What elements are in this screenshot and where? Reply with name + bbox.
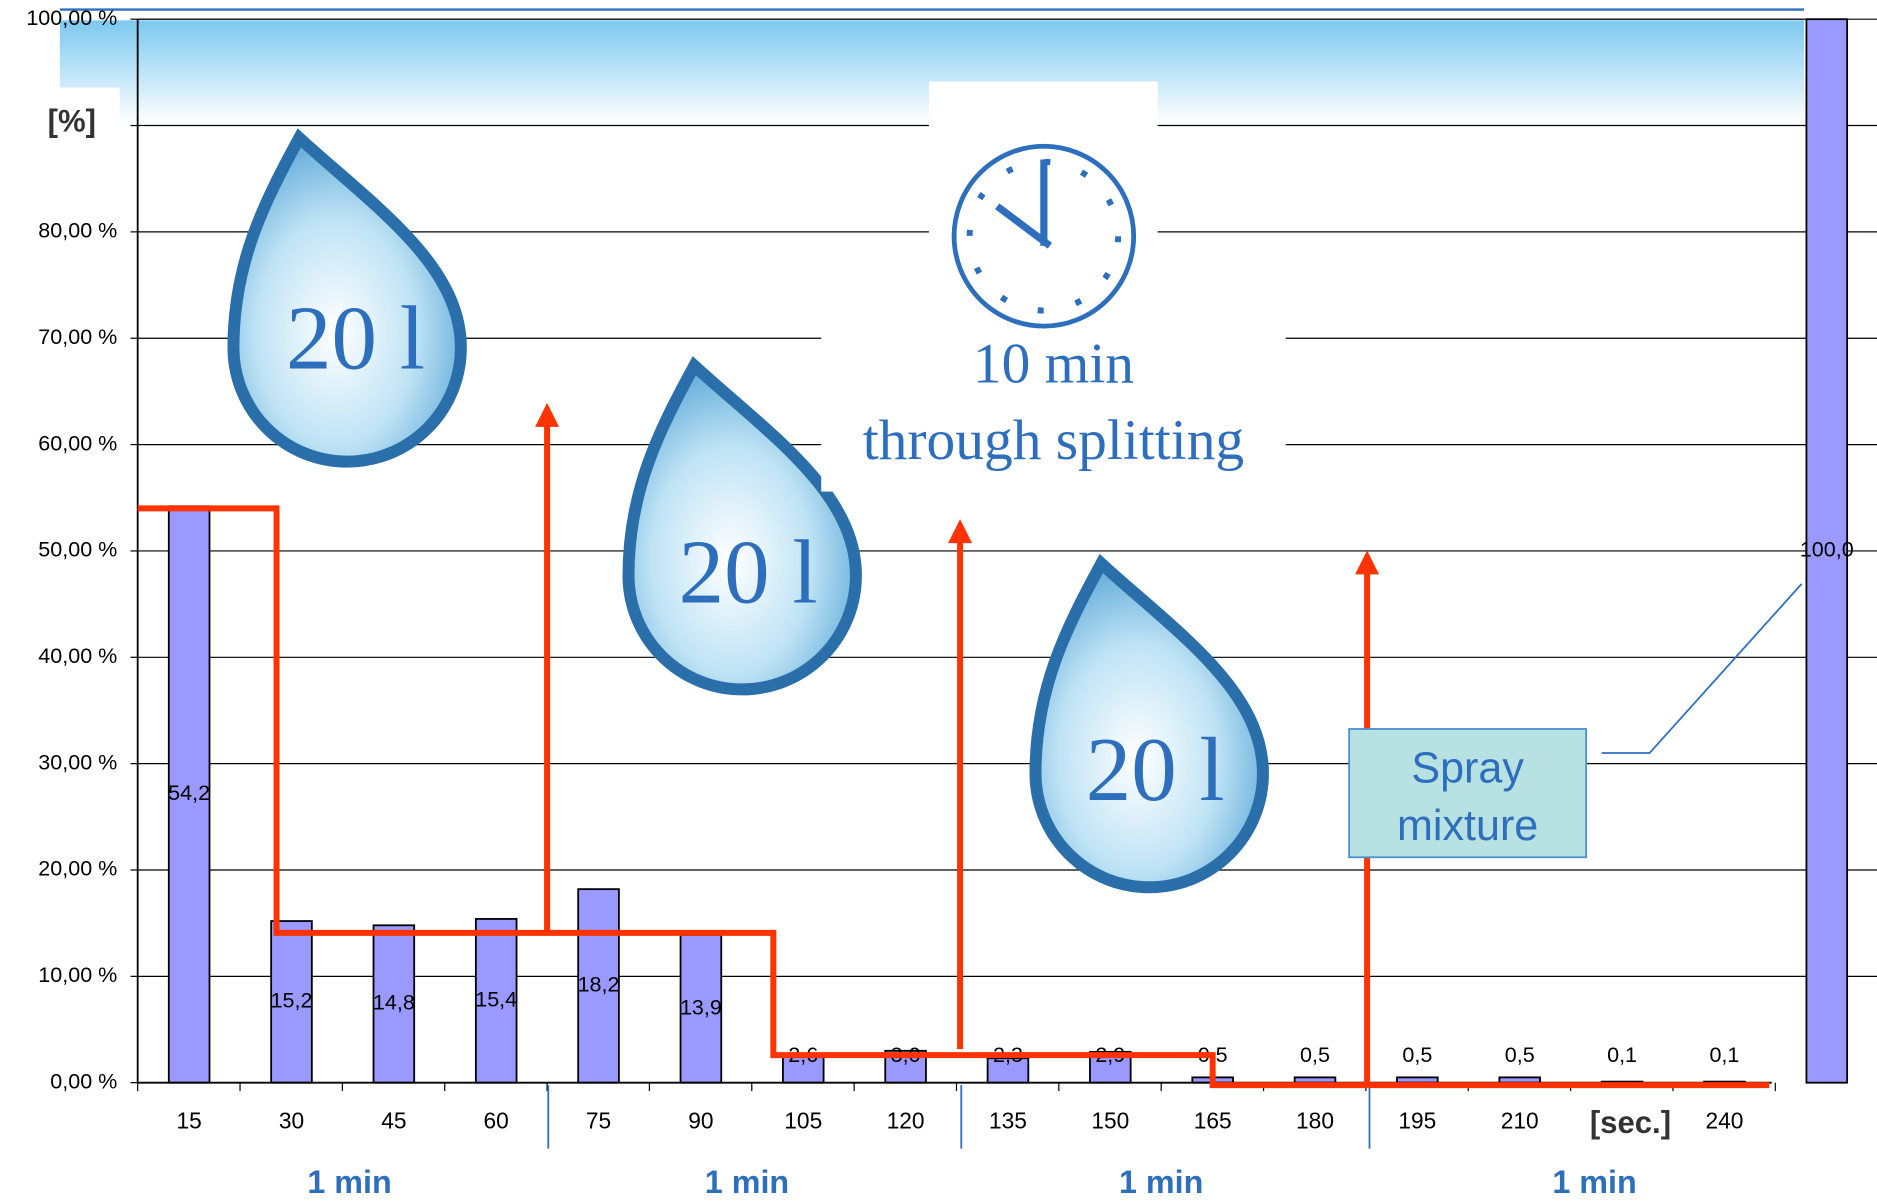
minute-label: 1 min [1119,1164,1203,1199]
value-label: 0,1 [1607,1042,1637,1067]
y-tick-label: 100,00 % [26,5,117,30]
drop-label: 20 l [286,288,425,389]
x-tick-label: 165 [1194,1107,1232,1133]
x-tick-label: 180 [1296,1107,1334,1133]
y-axis-label: [%] [48,104,96,139]
value-label: 0,1 [1709,1042,1739,1067]
value-label: 13,9 [680,994,722,1019]
chart: 0,00 % 10,00 % 20,00 % 30,00 % 40,00 % 50,00 … [0,0,1877,1199]
drop-label: 20 l [679,521,818,622]
y-tick-label: 70,00 % [38,324,117,349]
page: 0,00 % 10,00 % 20,00 % 30,00 % 40,00 % 50,00 … [0,0,1877,1199]
chart-body: 0,00 % 10,00 % 20,00 % 30,00 % 40,00 % 50,00 … [26,5,1877,1199]
x-tick-label: 15 [176,1107,201,1133]
clock-label: 10 min [973,332,1134,395]
value-label: 54,2 [168,780,210,805]
x-tick-label: 120 [887,1107,925,1133]
value-label: 18,2 [578,972,620,997]
value-label: 15,2 [271,988,313,1013]
minute-label: 1 min [307,1164,391,1199]
x-axis-label: [sec.] [1590,1105,1671,1140]
minute-separators [548,1085,1369,1149]
x-tick-label: 75 [586,1107,611,1133]
x-tick-label: 135 [989,1107,1027,1133]
minute-label: 1 min [1552,1164,1636,1199]
spray-label: Spray [1411,744,1524,792]
x-tick-label: 195 [1398,1107,1436,1133]
y-tick-label: 40,00 % [38,643,117,668]
x-tick-label: 240 [1705,1107,1743,1133]
drop-label: 20 l [1086,719,1225,820]
y-tick-label: 10,00 % [38,962,117,987]
y-tick-label: 50,00 % [38,537,117,562]
y-tick-label: 30,00 % [38,749,117,774]
x-tick-label: 150 [1091,1107,1129,1133]
y-tick-label: 60,00 % [38,430,117,455]
y-tick-label: 20,00 % [38,856,117,881]
leader-line [1602,584,1802,753]
x-tick-label: 30 [279,1107,304,1133]
value-label: 0,5 [1300,1042,1330,1067]
x-tick-label: 105 [784,1107,822,1133]
value-label: 0,5 [1402,1042,1432,1067]
value-label: 100,0 [1800,537,1854,562]
x-tick-label: 60 [484,1107,509,1133]
value-label: 0,5 [1505,1042,1535,1067]
value-label: 14,8 [373,990,415,1015]
y-tick-label: 0,00 % [50,1068,117,1093]
value-label: 15,4 [475,986,517,1011]
x-tick-label: 210 [1501,1107,1539,1133]
x-tick-label: 90 [688,1107,713,1133]
minute-label: 1 min [705,1164,789,1199]
spray-label: mixture [1397,802,1538,850]
x-tick-label: 45 [381,1107,406,1133]
clock-label: through splitting [863,409,1244,472]
y-tick-label: 80,00 % [38,218,117,243]
